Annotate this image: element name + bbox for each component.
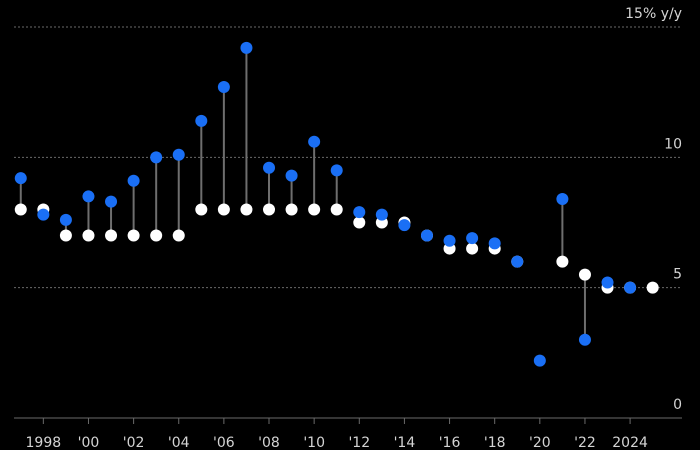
target-point bbox=[59, 229, 72, 242]
actual-point bbox=[511, 255, 524, 268]
x-tick-label: '22 bbox=[574, 435, 596, 450]
actual-points-layer bbox=[14, 41, 637, 367]
actual-point bbox=[127, 174, 140, 187]
y-tick-label: 5 bbox=[673, 267, 682, 283]
x-tick-label: '08 bbox=[258, 435, 280, 450]
target-point bbox=[240, 203, 253, 216]
actual-point bbox=[330, 164, 343, 177]
target-point bbox=[353, 216, 366, 229]
actual-point bbox=[398, 219, 411, 232]
target-point bbox=[578, 268, 591, 281]
x-tick-label: 1998 bbox=[26, 435, 62, 450]
target-point bbox=[14, 203, 27, 216]
x-tick-label: '10 bbox=[303, 435, 325, 450]
target-point bbox=[105, 229, 118, 242]
actual-point bbox=[172, 148, 185, 161]
target-point bbox=[150, 229, 163, 242]
target-point bbox=[285, 203, 298, 216]
actual-point bbox=[240, 41, 253, 54]
actual-point bbox=[37, 208, 50, 221]
actual-point bbox=[195, 114, 208, 127]
y-tick-label: 10 bbox=[664, 136, 682, 152]
stems-layer bbox=[19, 47, 586, 340]
actual-point bbox=[556, 193, 569, 206]
actual-point bbox=[217, 80, 230, 93]
y-tick-label: 0 bbox=[673, 397, 682, 413]
target-point bbox=[127, 229, 140, 242]
actual-point bbox=[263, 161, 276, 174]
actual-point bbox=[150, 151, 163, 164]
actual-point bbox=[466, 232, 479, 245]
actual-point bbox=[578, 333, 591, 346]
actual-point bbox=[82, 190, 95, 203]
x-tick-label: '20 bbox=[529, 435, 551, 450]
x-tick-label: '06 bbox=[213, 435, 235, 450]
y-tick-label: 15% y/y bbox=[625, 6, 682, 22]
target-point bbox=[308, 203, 321, 216]
x-tick-label: '14 bbox=[394, 435, 416, 450]
actual-point bbox=[375, 208, 388, 221]
x-tick-label: '00 bbox=[78, 435, 100, 450]
x-tick-label: '16 bbox=[439, 435, 461, 450]
y-axis-labels: 0 5 10 15% y/y bbox=[625, 6, 682, 413]
actual-point bbox=[285, 169, 298, 182]
actual-point bbox=[14, 172, 27, 185]
actual-point bbox=[533, 354, 546, 367]
actual-point bbox=[59, 213, 72, 226]
target-point bbox=[217, 203, 230, 216]
x-axis: 1998 '00 '02 '04 '06 '08 '10 '12 '14 '16 '18 '20 '22… bbox=[26, 418, 648, 450]
target-point bbox=[330, 203, 343, 216]
actual-point bbox=[353, 206, 366, 219]
target-point bbox=[82, 229, 95, 242]
actual-point bbox=[624, 281, 637, 294]
target-point bbox=[466, 242, 479, 255]
x-tick-label: 2024 bbox=[612, 435, 648, 450]
target-point bbox=[172, 229, 185, 242]
grid-layer bbox=[14, 26, 682, 419]
x-tick-label: '02 bbox=[123, 435, 145, 450]
x-tick-label: '12 bbox=[348, 435, 370, 450]
actual-point bbox=[308, 135, 321, 148]
target-point bbox=[195, 203, 208, 216]
x-tick-label: '04 bbox=[168, 435, 190, 450]
actual-point bbox=[420, 229, 433, 242]
actual-point bbox=[601, 276, 614, 289]
target-point bbox=[556, 255, 569, 268]
target-point bbox=[646, 281, 659, 294]
target-point bbox=[263, 203, 276, 216]
actual-point bbox=[488, 237, 501, 250]
x-tick-label: '18 bbox=[484, 435, 506, 450]
actual-point bbox=[443, 234, 456, 247]
actual-point bbox=[105, 195, 118, 208]
